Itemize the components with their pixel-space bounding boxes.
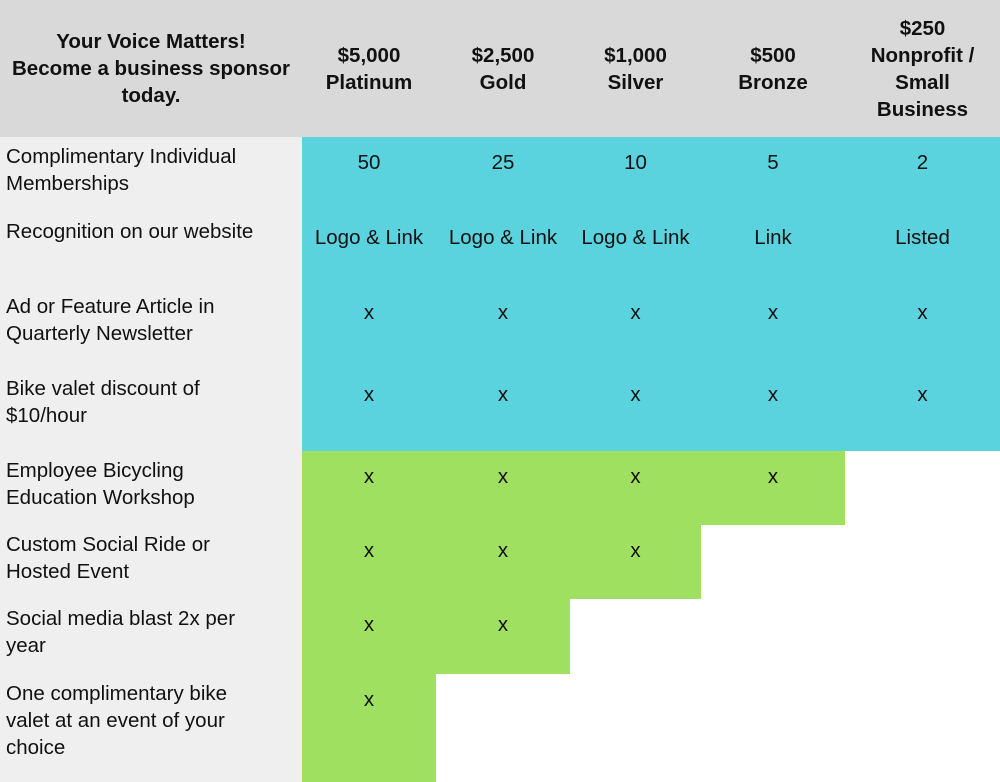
cell-value: 25 [436, 137, 570, 212]
cell-value: 10 [570, 137, 701, 212]
tier-name: Gold [479, 70, 527, 94]
cell-value: x [570, 451, 701, 525]
tier-header-silver: $1,000 Silver [570, 0, 701, 137]
cell-value: x [845, 369, 1000, 451]
row-label: Custom Social Ride or Hosted Event [0, 525, 302, 599]
cell-value: x [302, 599, 436, 674]
cell-value: x [302, 287, 436, 369]
tier-header-bronze: $500 Bronze [701, 0, 845, 137]
row-label: Complimentary Individual Memberships [0, 137, 302, 212]
cell-empty [845, 674, 1000, 782]
row-label-line: choice [6, 736, 66, 759]
tier-price: $2,500 [471, 43, 535, 67]
title-line: today. [121, 84, 181, 107]
cell-empty [845, 451, 1000, 525]
row-label-line: valet at an event of your [6, 709, 225, 732]
table-row: Custom Social Ride or Hosted Event x x x [0, 525, 1000, 599]
cell-empty [701, 525, 845, 599]
table-row: Employee Bicycling Education Workshop x … [0, 451, 1000, 525]
cell-value: x [701, 369, 845, 451]
row-label-line: One complimentary bike [6, 682, 228, 705]
table-row: Complimentary Individual Memberships 50 … [0, 137, 1000, 212]
table-row: Bike valet discount of $10/hour x x x x … [0, 369, 1000, 451]
tier-name: Bronze [738, 70, 808, 94]
row-label-line: Employee Bicycling [6, 459, 184, 482]
cell-value: x [845, 287, 1000, 369]
row-label: Recognition on our website [0, 212, 302, 287]
table-row: Social media blast 2x per year x x [0, 599, 1000, 674]
cell-value: x [436, 525, 570, 599]
title-line: Your Voice Matters! [56, 30, 246, 53]
cell-value: Link [701, 212, 845, 287]
row-label-line: Bike valet discount of [6, 377, 200, 400]
tier-price: $1,000 [604, 43, 667, 67]
row-label-line: Memberships [6, 172, 130, 195]
cell-value: 5 [701, 137, 845, 212]
row-label: Bike valet discount of $10/hour [0, 369, 302, 451]
tier-name: Nonprofit / [870, 43, 975, 67]
cell-value: x [302, 369, 436, 451]
title-line: Become a business sponsor [12, 57, 290, 80]
cell-empty [845, 525, 1000, 599]
table-row: One complimentary bike valet at an event… [0, 674, 1000, 782]
cell-value: 50 [302, 137, 436, 212]
cell-value: x [302, 674, 436, 782]
tier-header-nonprofit: $250 Nonprofit / Small Business [845, 0, 1000, 137]
tier-name: Small [895, 70, 950, 94]
cell-value: x [436, 369, 570, 451]
cell-value: Listed [845, 212, 1000, 287]
cell-value: Logo & Link [436, 212, 570, 287]
tier-price: $5,000 [337, 43, 401, 67]
cell-empty [570, 599, 701, 674]
table-row: Recognition on our website Logo & Link L… [0, 212, 1000, 287]
row-label-line: Education Workshop [6, 486, 195, 509]
cell-value: x [701, 287, 845, 369]
cell-value: x [570, 287, 701, 369]
tier-price: $250 [899, 16, 946, 40]
cell-empty [701, 674, 845, 782]
row-label: Employee Bicycling Education Workshop [0, 451, 302, 525]
row-label-line: Social media blast 2x per [6, 607, 236, 630]
tier-header-gold: $2,500 Gold [436, 0, 570, 137]
row-label: Ad or Feature Article in Quarterly Newsl… [0, 287, 302, 369]
row-label-line: Custom Social Ride or [6, 533, 210, 556]
row-label-line: $10/hour [6, 404, 87, 427]
cell-empty [570, 674, 701, 782]
row-label-line: year [6, 634, 46, 657]
row-label-line: Hosted Event [6, 560, 130, 583]
table-title: Your Voice Matters! Become a business sp… [0, 0, 302, 137]
cell-value: x [436, 287, 570, 369]
cell-value: Logo & Link [302, 212, 436, 287]
cell-empty [845, 599, 1000, 674]
cell-empty [436, 674, 570, 782]
row-label: Social media blast 2x per year [0, 599, 302, 674]
row-label-line: Quarterly Newsletter [6, 322, 193, 345]
tier-name: Platinum [325, 70, 413, 94]
cell-value: x [436, 599, 570, 674]
cell-empty [701, 599, 845, 674]
cell-value: x [302, 525, 436, 599]
tier-name: Business [876, 97, 969, 121]
cell-value: x [570, 369, 701, 451]
cell-value: x [570, 525, 701, 599]
tier-price: $500 [750, 43, 796, 67]
table-row: Ad or Feature Article in Quarterly Newsl… [0, 287, 1000, 369]
row-label-line: Ad or Feature Article in [6, 295, 215, 318]
row-label: One complimentary bike valet at an event… [0, 674, 302, 782]
row-label-line: Recognition on our website [6, 220, 254, 243]
row-label-line: Complimentary Individual [6, 145, 237, 168]
cell-value: x [302, 451, 436, 525]
cell-value: Logo & Link [570, 212, 701, 287]
cell-value: x [701, 451, 845, 525]
tier-name: Silver [607, 70, 664, 94]
tier-header-platinum: $5,000 Platinum [302, 0, 436, 137]
cell-value: x [436, 451, 570, 525]
cell-value: 2 [845, 137, 1000, 212]
